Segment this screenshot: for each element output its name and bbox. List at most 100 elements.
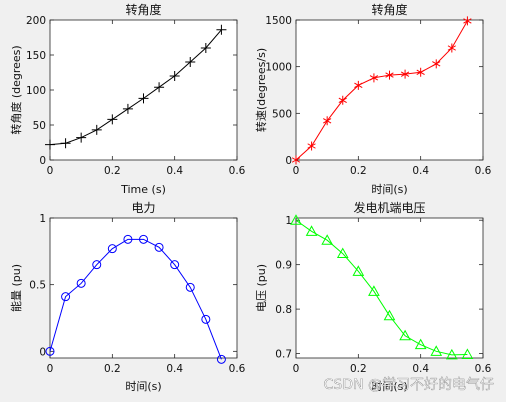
- subplot-2-axes: [296, 20, 483, 160]
- data-point: [107, 244, 117, 254]
- data-point: [354, 80, 363, 90]
- x-tick-label: 0.2: [350, 165, 367, 177]
- data-point: [291, 155, 301, 165]
- subplot-2-xlabel: 时间(s): [371, 183, 407, 196]
- data-point: [200, 43, 211, 53]
- x-tick-label: 0.4: [166, 165, 183, 177]
- y-tick-label: 1500: [265, 15, 292, 27]
- subplot-1-ylabel: 转角度 (degrees): [9, 45, 23, 134]
- y-tick-label: 100: [26, 85, 46, 97]
- data-point: [447, 43, 456, 53]
- subplot-4-marks: 0 0.2 0.4 0.6 0.7 0.8 0.9 1: [275, 214, 492, 375]
- y-tick-label: 0.8: [275, 304, 292, 316]
- data-point: [154, 82, 165, 93]
- subplot-2-title: 转角度: [371, 2, 407, 17]
- subplot-1-title: 转角度: [125, 2, 161, 17]
- x-tick-label: 0.6: [475, 363, 492, 375]
- x-tick-label: 0.4: [412, 363, 429, 375]
- y-tick-label: 0.7: [275, 349, 292, 361]
- axes-frame: [295, 19, 484, 161]
- x-tick-label: 0.4: [166, 363, 183, 375]
- data-point: [383, 309, 396, 321]
- subplot-3-ylabel: 能量 (pu): [9, 264, 23, 312]
- x-tick-label: 0.6: [475, 165, 492, 177]
- data-point: [107, 114, 118, 125]
- data-point: [338, 95, 347, 105]
- data-point: [138, 93, 149, 104]
- data-point: [45, 139, 55, 150]
- y-tick-label: 150: [26, 50, 46, 62]
- y-tick-label: 1000: [265, 62, 292, 74]
- data-point: [154, 242, 164, 252]
- axes-frame: [295, 217, 484, 359]
- data-point: [216, 24, 227, 35]
- x-tick-label: 0.2: [104, 165, 121, 177]
- subplot-4-ylabel: 电压 (pu): [255, 264, 268, 312]
- data-point: [170, 260, 180, 270]
- y-tick-label: 50: [33, 120, 46, 132]
- subplot-4-title: 发电机端电压: [353, 200, 425, 215]
- data-point: [185, 57, 196, 67]
- data-point: [185, 282, 195, 292]
- data-point: [352, 265, 365, 276]
- subplot-2-marks: 0 0.2 0.4 0.6 0 500 1000 1500: [265, 15, 491, 177]
- data-point: [60, 138, 71, 149]
- x-tick-label: 0: [47, 165, 54, 177]
- series-line: [49, 238, 222, 360]
- series-line: [295, 20, 468, 161]
- data-point: [61, 292, 71, 302]
- data-point: [91, 124, 102, 135]
- x-tick-label: 0.2: [350, 363, 367, 375]
- watermark-text: CSDN @学习不好的电气仔: [324, 377, 494, 393]
- y-tick-label: 0: [39, 346, 46, 358]
- data-point: [169, 71, 180, 81]
- data-point: [45, 346, 55, 356]
- data-point: [414, 338, 427, 350]
- data-point: [201, 314, 211, 324]
- series-line: [49, 29, 222, 146]
- data-point: [399, 329, 411, 341]
- subplot-1-marks: 0 0.2 0.4 0.6 0 50 100 150 200: [26, 15, 246, 177]
- subplot-4: 发电机端电压 时间(s) 电压 (pu): [255, 200, 483, 393]
- data-point: [216, 354, 226, 364]
- x-tick-label: 0.6: [229, 363, 246, 375]
- y-tick-label: 0.9: [275, 260, 292, 272]
- data-point: [76, 132, 87, 143]
- data-point: [430, 345, 443, 356]
- data-point: [290, 214, 302, 225]
- data-point: [461, 348, 474, 359]
- axes-frame: [49, 217, 238, 359]
- data-point: [92, 260, 102, 270]
- subplot-4-axes: [296, 218, 483, 358]
- y-tick-label: 1: [39, 213, 46, 225]
- data-point: [368, 285, 380, 296]
- y-tick-label: 200: [26, 15, 46, 27]
- x-tick-label: 0.2: [104, 363, 121, 375]
- data-point: [122, 103, 133, 114]
- x-tick-label: 0: [47, 363, 54, 375]
- subplot-3-marks: 0 0.2 0.4 0.6 0 0.5 1: [29, 213, 245, 375]
- data-point: [463, 16, 472, 26]
- data-point: [416, 67, 425, 77]
- data-point: [432, 59, 441, 69]
- subplot-3: 电力 时间(s) 能量 (pu): [9, 201, 237, 393]
- data-point: [76, 278, 86, 288]
- data-point: [139, 234, 148, 244]
- axes-frame: [49, 19, 238, 161]
- chart-marks: 0 0.2 0.4 0.6 0 50 100 150 200 0 0.2 0.4 0.6 0 500 1000…: [26, 15, 492, 375]
- data-point: [369, 73, 379, 83]
- y-tick-label: 1: [285, 215, 292, 227]
- x-tick-label: 0.6: [229, 165, 246, 177]
- subplot-4-xlabel: 时间(s): [371, 380, 407, 393]
- subplot-3-xlabel: 时间(s): [125, 380, 161, 393]
- data-point: [385, 70, 394, 80]
- subplot-3-title: 电力: [131, 201, 155, 215]
- data-point: [123, 234, 133, 244]
- subplot-2: 转角度 时间(s) 转速(degrees/s): [254, 2, 483, 196]
- y-tick-label: 0: [39, 155, 46, 167]
- data-point: [307, 141, 316, 151]
- y-tick-label: 500: [272, 108, 292, 120]
- data-point: [305, 225, 318, 236]
- y-tick-label: 0: [285, 155, 292, 167]
